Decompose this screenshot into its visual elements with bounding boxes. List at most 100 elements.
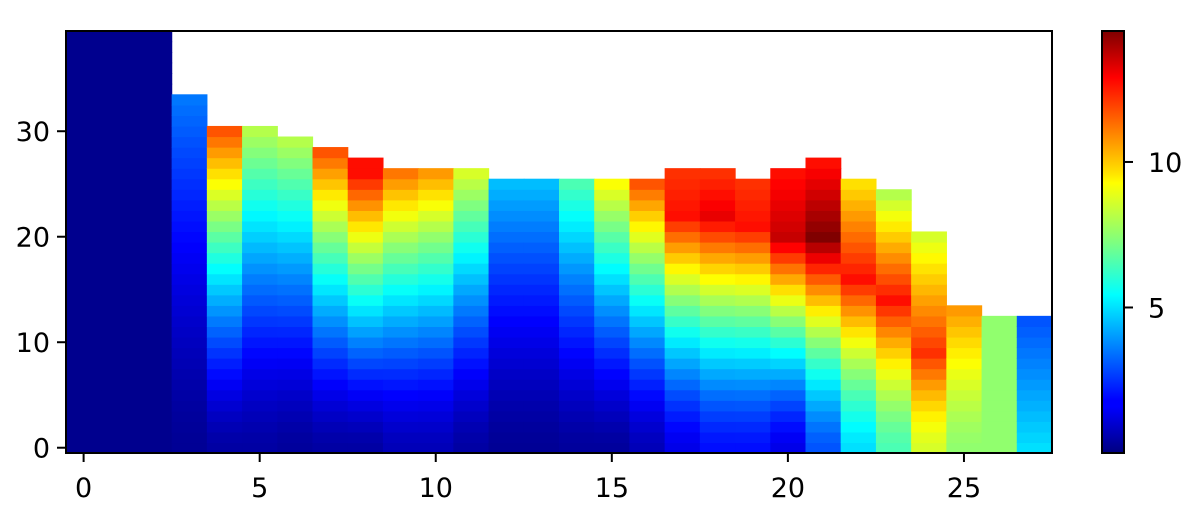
- heatmap-cell: [171, 410, 208, 422]
- heatmap-cell: [735, 252, 771, 264]
- heatmap-cell: [171, 315, 208, 327]
- heatmap-cell: [277, 220, 314, 233]
- heatmap-cell: [171, 157, 208, 169]
- heatmap-cell: [664, 294, 701, 306]
- heatmap-cell: [735, 431, 771, 444]
- heatmap-cell: [171, 136, 208, 148]
- heatmap-cell: [946, 326, 983, 338]
- plot-frame: [65, 30, 1053, 454]
- heatmap-cell: [242, 347, 278, 359]
- heatmap-cell: [735, 284, 771, 296]
- heatmap-cell: [488, 199, 525, 211]
- heatmap-cell: [347, 326, 384, 338]
- heatmap-cell: [242, 305, 278, 317]
- heatmap-cell: [629, 294, 666, 306]
- heatmap-cell: [594, 294, 631, 306]
- heatmap-cell: [594, 231, 631, 243]
- heatmap-cell: [171, 178, 208, 190]
- heatmap-cell: [805, 336, 842, 349]
- heatmap-cell: [594, 347, 631, 359]
- heatmap-cell: [594, 242, 631, 254]
- heatmap-cell: [488, 400, 525, 412]
- heatmap-cell: [418, 168, 454, 180]
- heatmap-cell: [382, 400, 419, 412]
- heatmap-cell: [136, 315, 173, 327]
- heatmap-cell: [770, 178, 807, 190]
- heatmap-cell: [277, 199, 314, 211]
- heatmap-cell: [453, 358, 490, 370]
- heatmap-cell: [770, 252, 807, 264]
- heatmap-cell: [805, 358, 842, 370]
- heatmap-cell: [171, 104, 208, 116]
- heatmap-cell: [277, 263, 314, 275]
- heatmap-cell: [699, 305, 736, 317]
- heatmap-cell: [347, 220, 384, 233]
- heatmap-cell: [242, 431, 278, 444]
- heatmap-cell: [629, 389, 666, 401]
- heatmap-cell: [136, 326, 173, 338]
- colorbar-tick-label: 10: [1148, 148, 1182, 179]
- heatmap-cell: [382, 410, 419, 422]
- heatmap-cell: [347, 168, 384, 180]
- heatmap-cell: [206, 220, 243, 233]
- heatmap-cell: [242, 147, 278, 159]
- heatmap-cell: [840, 189, 877, 201]
- heatmap-cell: [699, 431, 736, 444]
- heatmap-cell: [171, 199, 208, 211]
- heatmap-cell: [171, 168, 208, 180]
- heatmap-cell: [136, 94, 173, 106]
- heatmap-cell: [101, 358, 138, 370]
- heatmap-cell: [312, 326, 349, 338]
- heatmap-cell: [206, 263, 243, 275]
- heatmap-cell: [699, 273, 736, 285]
- heatmap-cell: [277, 410, 314, 422]
- heatmap-cell: [312, 242, 349, 254]
- heatmap-cell: [418, 368, 454, 380]
- colorbar-ticks: 5 10: [1124, 148, 1182, 324]
- heatmap-cell: [453, 347, 490, 359]
- heatmap-cell: [594, 389, 631, 401]
- heatmap-cell: [488, 389, 525, 401]
- heatmap-cell: [946, 368, 983, 380]
- heatmap-cell: [453, 326, 490, 338]
- heatmap-column-14: [559, 178, 595, 454]
- heatmap-cell: [101, 52, 138, 64]
- heatmap-cell: [101, 336, 138, 349]
- heatmap-cell: [664, 421, 701, 433]
- heatmap-cell: [629, 410, 666, 422]
- heatmap-cell: [206, 315, 243, 327]
- heatmap-cell: [805, 442, 842, 454]
- heatmap-cell: [418, 220, 454, 233]
- heatmap-cell: [347, 315, 384, 327]
- heatmap-cell: [382, 189, 419, 201]
- heatmap-cell: [699, 421, 736, 433]
- heatmap-cell: [347, 199, 384, 211]
- heatmap-column-7: [312, 147, 349, 454]
- heatmap-cell: [136, 242, 173, 254]
- heatmap-cell: [136, 52, 173, 64]
- heatmap-cell: [171, 242, 208, 254]
- heatmap-cell: [347, 400, 384, 412]
- heatmap-cell: [559, 231, 595, 243]
- heatmap-cell: [418, 400, 454, 412]
- heatmap-column-19: [735, 178, 771, 454]
- heatmap-cell: [277, 368, 314, 380]
- heatmap-cell: [559, 368, 595, 380]
- heatmap-cell: [840, 326, 877, 338]
- heatmap-cell: [911, 242, 947, 254]
- heatmap-cell: [136, 347, 173, 359]
- heatmap-cell: [453, 231, 490, 243]
- heatmap-cell: [277, 379, 314, 391]
- heatmap-cell: [171, 400, 208, 412]
- heatmap-cell: [699, 368, 736, 380]
- heatmap-cell: [136, 104, 173, 116]
- heatmap-cell: [875, 284, 912, 296]
- heatmap-cell: [418, 252, 454, 264]
- heatmap-cell: [101, 442, 138, 454]
- heatmap-cell: [136, 62, 173, 74]
- heatmap-cell: [242, 284, 278, 296]
- heatmap-cell: [699, 358, 736, 370]
- heatmap-cell: [382, 347, 419, 359]
- heatmap-cell: [523, 273, 560, 285]
- heatmap-cell: [523, 178, 560, 190]
